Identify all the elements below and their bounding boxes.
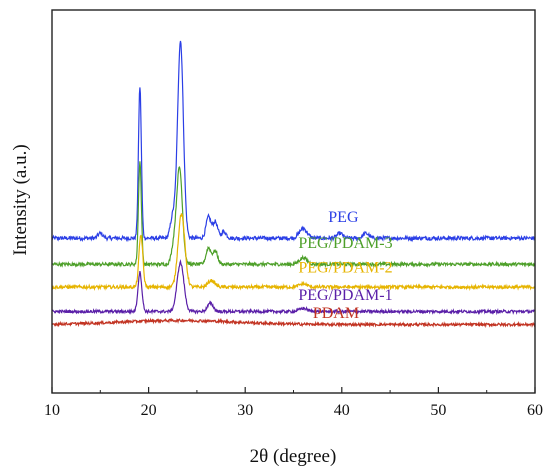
x-tick-label-40: 40 xyxy=(334,402,350,419)
y-axis-title: Intensity (a.u.) xyxy=(10,144,31,255)
series-label-pdam: PDAM xyxy=(313,305,359,322)
series-line-peg-pdam-2 xyxy=(51,213,536,292)
series-line-pdam xyxy=(51,317,536,329)
series-line-peg-pdam-3 xyxy=(51,161,536,269)
tick-layer: 10 20 30 40 50 60 xyxy=(44,387,543,419)
series-line-peg-pdam-1 xyxy=(51,259,536,316)
series-layer xyxy=(51,40,536,329)
plot-frame xyxy=(51,9,536,394)
series-label-peg-pdam-3: PEG/PDAM-3 xyxy=(298,235,392,252)
x-axis-title: 2θ (degree) xyxy=(250,446,337,467)
x-tick-label-20: 20 xyxy=(141,402,157,419)
x-tick-label-10: 10 xyxy=(44,402,60,419)
series-line-peg xyxy=(51,40,536,243)
series-label-peg-pdam-1: PEG/PDAM-1 xyxy=(298,287,392,304)
x-tick-label-50: 50 xyxy=(430,402,446,419)
x-tick-label-30: 30 xyxy=(237,402,253,419)
series-label-peg-pdam-2: PEG/PDAM-2 xyxy=(298,259,392,276)
series-label-peg: PEG xyxy=(328,209,359,226)
x-tick-label-60: 60 xyxy=(527,402,543,419)
